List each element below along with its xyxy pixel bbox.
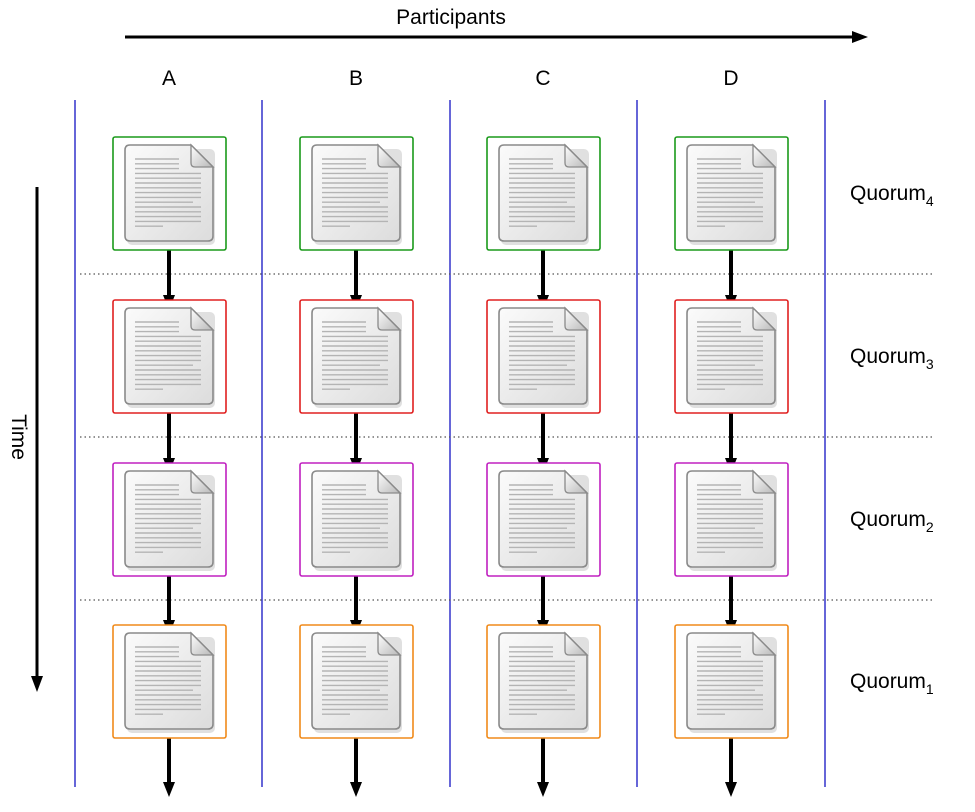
quorum-label-4: Quorum4: [850, 182, 934, 209]
document-box: [486, 136, 601, 251]
participant-label-d: D: [723, 67, 738, 90]
document-box: [486, 299, 601, 414]
document-box: [112, 624, 227, 739]
quorum-label-2: Quorum2: [850, 508, 934, 535]
document-box: [112, 299, 227, 414]
flow-arrowhead: [350, 782, 362, 797]
document-box: [674, 299, 789, 414]
quorum-label-3: Quorum3: [850, 345, 934, 372]
participants-axis-label: Participants: [396, 6, 506, 29]
participant-label-b: B: [349, 67, 363, 90]
document-box: [486, 624, 601, 739]
document-icon: [498, 631, 589, 733]
flow-arrowhead: [725, 782, 737, 797]
document-icon: [686, 143, 777, 245]
document-icon: [124, 306, 215, 408]
document-icon: [311, 306, 402, 408]
document-icon: [124, 631, 215, 733]
document-box: [674, 136, 789, 251]
participants-axis-arrowhead: [852, 31, 868, 43]
time-axis-arrowhead: [31, 676, 43, 692]
document-icon: [311, 631, 402, 733]
document-icon: [311, 143, 402, 245]
document-icon: [686, 469, 777, 571]
document-box: [112, 136, 227, 251]
document-icon: [686, 631, 777, 733]
document-box: [674, 462, 789, 577]
document-icon: [498, 469, 589, 571]
document-icon: [686, 306, 777, 408]
document-box: [486, 462, 601, 577]
document-box: [299, 136, 414, 251]
document-box: [299, 299, 414, 414]
document-box: [299, 462, 414, 577]
document-icon: [498, 143, 589, 245]
document-icon: [124, 143, 215, 245]
flow-arrowhead: [537, 782, 549, 797]
document-icon: [311, 469, 402, 571]
document-icon: [498, 306, 589, 408]
document-box: [112, 462, 227, 577]
time-axis-label: Time: [7, 414, 30, 460]
quorum-label-1: Quorum1: [850, 670, 934, 697]
participant-label-a: A: [162, 67, 176, 90]
document-box: [299, 624, 414, 739]
participant-label-c: C: [535, 67, 550, 90]
flow-arrowhead: [163, 782, 175, 797]
document-box: [674, 624, 789, 739]
document-icon: [124, 469, 215, 571]
